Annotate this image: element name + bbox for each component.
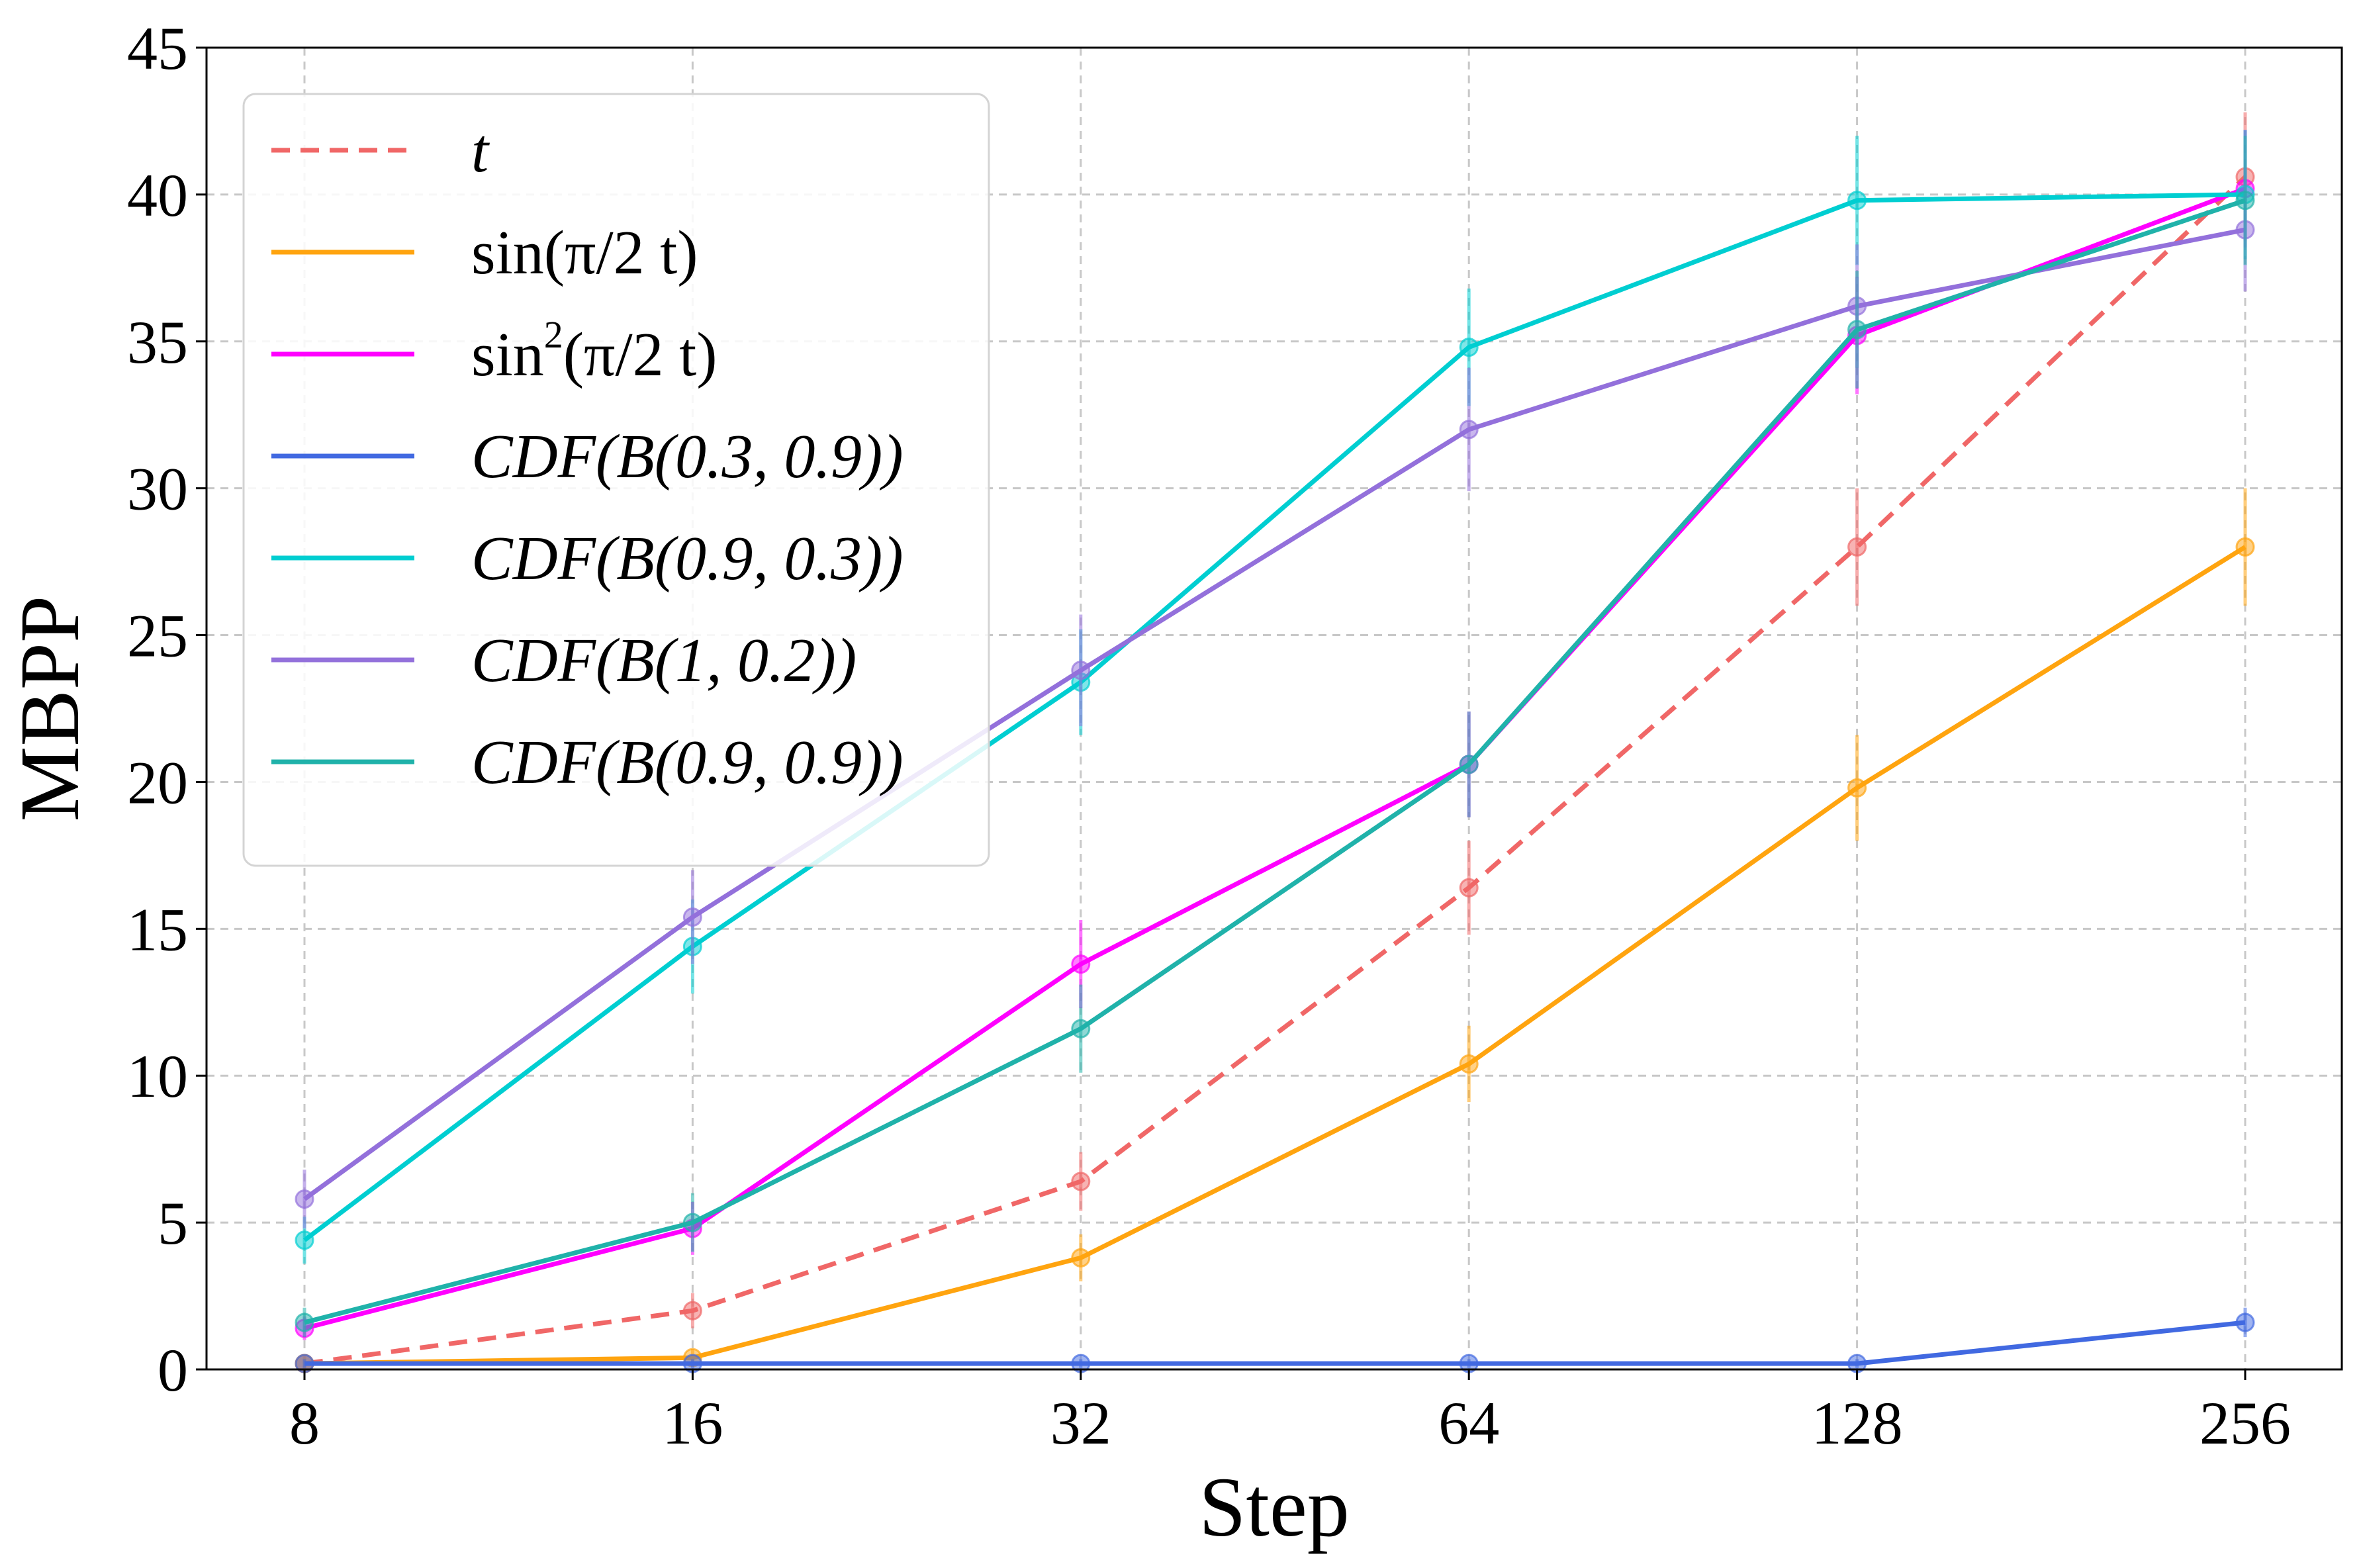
y-tick-label: 15 bbox=[127, 896, 188, 963]
data-point bbox=[295, 1313, 314, 1332]
y-tick-label: 30 bbox=[127, 455, 188, 523]
axes: 8 16 32 64 128 256 0 5 10 15 20 25 30 35 40 45 bbox=[127, 15, 2291, 1457]
y-tick-label: 0 bbox=[158, 1336, 188, 1404]
series-6 bbox=[295, 136, 2255, 1338]
x-tick-label: 16 bbox=[662, 1389, 723, 1457]
data-point bbox=[1071, 1248, 1091, 1268]
data-point bbox=[1459, 1054, 1479, 1074]
x-axis-title: Step bbox=[1199, 1460, 1350, 1554]
legend-text: sin(π/2 t) bbox=[471, 218, 698, 287]
y-tick-label: 10 bbox=[127, 1042, 188, 1110]
data-point bbox=[1847, 778, 1867, 798]
legend-text: CDF(B(0.3, 0.9)) bbox=[471, 422, 904, 491]
legend-text: CDF(B(1, 0.2)) bbox=[471, 626, 857, 695]
series-5 bbox=[295, 167, 2255, 1228]
data-point bbox=[1459, 420, 1479, 439]
series-line bbox=[304, 186, 2247, 1331]
legend-label: CDF(B(0.9, 0.3)) bbox=[471, 524, 904, 593]
y-tick-label: 45 bbox=[127, 15, 188, 82]
data-point bbox=[1459, 755, 1479, 774]
legend-label: CDF(B(0.9, 0.9)) bbox=[471, 728, 904, 797]
x-tick-label: 64 bbox=[1438, 1389, 1499, 1457]
legend-label: t bbox=[471, 116, 490, 185]
series-line bbox=[304, 175, 2247, 1366]
series-line bbox=[304, 198, 2247, 1325]
legend-box bbox=[242, 93, 990, 867]
data-point bbox=[1847, 537, 1867, 557]
data-point bbox=[1071, 1019, 1091, 1038]
y-tick-label: 5 bbox=[158, 1189, 188, 1257]
legend-text: t bbox=[471, 116, 490, 185]
x-tick-label: 8 bbox=[289, 1389, 320, 1457]
data-point bbox=[1847, 320, 1867, 340]
legend-text: CDF(B(0.9, 0.3)) bbox=[471, 524, 904, 593]
data-point bbox=[1071, 661, 1091, 680]
series-line bbox=[304, 545, 2247, 1366]
x-tick-label: 128 bbox=[1812, 1389, 1903, 1457]
x-tick-label: 32 bbox=[1050, 1389, 1111, 1457]
legend-label: CDF(B(0.3, 0.9)) bbox=[471, 422, 904, 491]
data-point bbox=[2235, 1313, 2255, 1332]
y-tick-label: 35 bbox=[127, 308, 188, 376]
legend-text: sin bbox=[471, 320, 544, 389]
plot-frame bbox=[205, 46, 2343, 1371]
data-point bbox=[682, 1213, 702, 1232]
data-point bbox=[1459, 878, 1479, 898]
data-point bbox=[1071, 954, 1091, 974]
series-line bbox=[302, 227, 2246, 1201]
data-point bbox=[1071, 1172, 1091, 1191]
series-line bbox=[304, 1320, 2246, 1366]
series-3 bbox=[295, 1307, 2255, 1373]
series-line bbox=[302, 192, 2246, 1242]
y-tick-label: 40 bbox=[127, 161, 188, 229]
y-tick-label: 20 bbox=[127, 749, 188, 816]
data-point bbox=[682, 1301, 702, 1320]
data-point bbox=[295, 1189, 314, 1209]
legend-text: CDF(B(0.9, 0.9)) bbox=[471, 728, 904, 797]
legend-label: sin2(π/2 t) bbox=[471, 313, 718, 389]
y-tick-label: 25 bbox=[127, 602, 188, 670]
grid bbox=[207, 48, 2342, 1369]
legend-label: sin(π/2 t) bbox=[471, 218, 698, 287]
data-point bbox=[295, 1230, 314, 1250]
data-point bbox=[2235, 191, 2255, 210]
series-layer bbox=[295, 112, 2255, 1373]
data-point bbox=[1847, 191, 1867, 210]
legend-text-rest: (π/2 t) bbox=[563, 320, 718, 389]
y-axis-title: MBPP bbox=[3, 596, 97, 822]
legend-label: CDF(B(1, 0.2)) bbox=[471, 626, 857, 695]
data-point bbox=[682, 907, 702, 927]
legend-superscript: 2 bbox=[544, 313, 563, 356]
data-point bbox=[1459, 338, 1479, 357]
x-tick-label: 256 bbox=[2200, 1389, 2291, 1457]
data-point bbox=[2235, 537, 2255, 557]
